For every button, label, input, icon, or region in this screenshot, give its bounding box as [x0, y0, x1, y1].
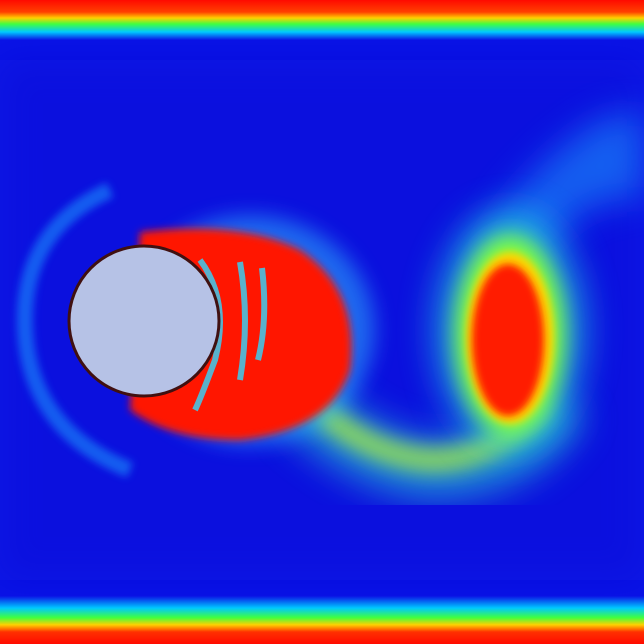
top-wall-layer	[0, 0, 644, 40]
vortex-core	[472, 264, 544, 416]
cylinder	[67, 244, 221, 398]
upstream-halo	[16, 182, 133, 478]
bottom-wall-layer	[0, 596, 644, 644]
shear-streaks	[192, 258, 268, 412]
